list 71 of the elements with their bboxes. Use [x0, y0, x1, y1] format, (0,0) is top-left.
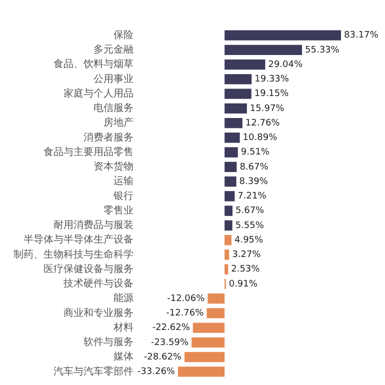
y-tick-label: 商业和专业服务 [63, 306, 134, 319]
bar [184, 352, 225, 362]
bar [224, 30, 341, 40]
y-tick-label: 医疗保健设备与服务 [43, 262, 134, 275]
y-tick-label: 消费者服务 [83, 131, 134, 144]
data-label: 19.33% [254, 74, 290, 85]
y-tick-label: 房地产 [103, 116, 134, 129]
bar [224, 206, 232, 216]
bar [208, 293, 225, 304]
y-tick-label: 材料 [112, 321, 134, 334]
data-label: 12.76% [245, 118, 280, 128]
y-tick-label: 技术硬件与设备 [62, 278, 134, 290]
bar [224, 162, 237, 172]
y-tick-label: 家庭与个人用品 [63, 87, 134, 100]
bar [224, 103, 247, 114]
bar [224, 220, 232, 231]
data-label: 19.15% [254, 89, 290, 100]
data-label: 83.17% [344, 30, 379, 41]
data-label: 7.21% [238, 192, 267, 202]
bar [224, 132, 240, 143]
y-tick-label: 半导体与半导体生产设备 [23, 234, 134, 246]
data-label: -28.62% [144, 352, 182, 362]
y-tick-label: 耐用消费品与服装 [53, 219, 134, 232]
data-label: -12.76% [166, 308, 204, 319]
bar [224, 250, 230, 260]
bar [224, 176, 236, 187]
y-tick-label: 零售业 [103, 204, 134, 216]
y-tick-label: 软件与服务 [83, 336, 134, 348]
data-label: -22.62% [152, 323, 190, 334]
y-tick-label: 银行 [112, 190, 134, 202]
bar [224, 44, 302, 56]
y-tick-label: 电信服务 [93, 102, 134, 114]
bar [192, 337, 225, 348]
data-label: -12.06% [167, 294, 206, 304]
y-tick-label: 制药、生物科技与生命科学 [13, 248, 134, 260]
data-label: 9.51% [240, 148, 270, 158]
data-label: 10.89% [242, 133, 278, 144]
bar [178, 366, 225, 377]
bar [224, 88, 252, 99]
data-label: 8.39% [239, 176, 268, 187]
y-tick-label: 媒体 [113, 350, 134, 363]
data-label: 0.91% [228, 279, 258, 290]
bar [206, 308, 225, 318]
data-label: 15.97% [250, 104, 285, 114]
bar [224, 59, 266, 70]
data-label: 55.33% [305, 45, 340, 56]
bar [224, 191, 235, 202]
bar [224, 147, 238, 158]
data-label: 2.53% [231, 264, 260, 275]
bar [224, 264, 228, 274]
bar [224, 118, 242, 128]
y-tick-label: 运输 [113, 175, 134, 188]
y-tick-label: 多元金融 [93, 44, 134, 56]
y-tick-label: 食品与主要用品零售 [43, 146, 134, 158]
bar [192, 322, 225, 333]
data-label: 5.67% [236, 206, 265, 216]
y-tick-label: 资本货物 [93, 160, 134, 173]
data-label: 3.27% [232, 250, 262, 260]
data-label: -33.26% [137, 367, 176, 378]
data-label: 8.67% [240, 162, 269, 172]
data-label: 4.95% [234, 235, 264, 246]
bar [224, 234, 232, 246]
data-label: 29.04% [268, 60, 303, 70]
y-tick-label: 食品、饮料与烟草 [53, 58, 134, 70]
y-tick-label: 保险 [113, 28, 134, 41]
y-tick-label: 汽车与汽车零部件 [53, 365, 134, 378]
y-tick-label: 公用事业 [93, 72, 134, 85]
bar [224, 74, 252, 84]
data-label: 5.55% [235, 220, 264, 231]
y-tick-label: 能源 [113, 292, 134, 304]
data-label: -23.59% [150, 338, 189, 348]
